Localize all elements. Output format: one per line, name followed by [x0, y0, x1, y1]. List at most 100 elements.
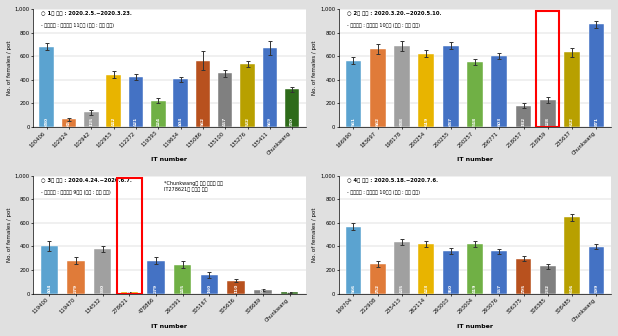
Bar: [67, 261, 85, 294]
Text: 110: 110: [234, 284, 238, 293]
Bar: [370, 49, 386, 127]
Text: ○ 1자 시험 : 2020.2.5.~2020.3.23.: ○ 1자 시험 : 2020.2.5.~2020.3.23.: [41, 11, 132, 16]
Bar: [240, 64, 255, 127]
Text: 646: 646: [570, 284, 574, 293]
Text: 680: 680: [44, 117, 49, 126]
Bar: [588, 24, 604, 127]
Text: 182: 182: [522, 117, 525, 126]
Bar: [41, 246, 58, 294]
Text: 279: 279: [154, 284, 158, 293]
Text: 532: 532: [245, 117, 250, 126]
Bar: [196, 61, 210, 127]
Bar: [370, 264, 386, 294]
Text: 320: 320: [290, 117, 294, 126]
Text: 404: 404: [48, 284, 51, 293]
Text: - 대상작물 : 유전자원 10물목 (대조 : 춤광 배추): - 대상작물 : 유전자원 10물목 (대조 : 춤광 배추): [347, 23, 420, 28]
Y-axis label: No. of females / pot: No. of females / pot: [313, 41, 318, 95]
Text: 160: 160: [208, 284, 211, 293]
Bar: [418, 244, 434, 294]
Bar: [418, 54, 434, 127]
Text: ○ 4자 시험 : 2020.5.18.~2020.7.6.: ○ 4자 시험 : 2020.5.18.~2020.7.6.: [347, 178, 438, 183]
Text: 421: 421: [134, 117, 138, 126]
Text: - 대상작물 : 유전자원 11물목 (대조 : 춤광 배추): - 대상작물 : 유전자원 11물목 (대조 : 춤광 배추): [41, 23, 114, 28]
Text: 442: 442: [112, 117, 116, 126]
Text: 399: 399: [595, 284, 598, 293]
Bar: [588, 247, 604, 294]
Text: 603: 603: [497, 117, 501, 126]
Bar: [281, 292, 298, 294]
Text: 687: 687: [449, 117, 452, 126]
Bar: [173, 79, 188, 127]
Text: 871: 871: [595, 117, 598, 126]
Bar: [345, 61, 362, 127]
Text: 295: 295: [522, 284, 525, 293]
Bar: [540, 266, 556, 294]
Bar: [94, 249, 111, 294]
Text: 12: 12: [287, 287, 292, 293]
Bar: [442, 251, 459, 294]
Bar: [442, 46, 459, 127]
Bar: [62, 119, 76, 127]
Text: *Chunkwang의 증식 점도가 낙아
IT278621은 재검정 필요: *Chunkwang의 증식 점도가 낙아 IT278621은 재검정 필요: [164, 181, 223, 192]
Bar: [515, 259, 531, 294]
Bar: [394, 242, 410, 294]
Y-axis label: No. of females / pot: No. of females / pot: [7, 207, 12, 262]
Text: 566: 566: [352, 284, 355, 293]
Text: 224: 224: [156, 117, 160, 126]
Text: 548: 548: [473, 117, 477, 126]
Bar: [117, 178, 142, 294]
Text: - 대상작물 : 유전자원 10물목 (대조 : 춤광 배추): - 대상작물 : 유전자원 10물목 (대조 : 춤광 배추): [347, 190, 420, 195]
Bar: [129, 77, 143, 127]
Text: 252: 252: [376, 284, 379, 293]
Bar: [564, 217, 580, 294]
Text: 419: 419: [473, 284, 477, 293]
X-axis label: IT number: IT number: [151, 158, 187, 162]
Text: 423: 423: [425, 284, 428, 293]
Text: 404: 404: [179, 117, 182, 126]
Y-axis label: No. of females / pot: No. of females / pot: [7, 41, 12, 95]
Bar: [201, 275, 218, 294]
Bar: [467, 62, 483, 127]
X-axis label: IT number: IT number: [457, 158, 493, 162]
Bar: [540, 100, 556, 127]
Text: 357: 357: [497, 284, 501, 293]
Text: 435: 435: [400, 284, 404, 293]
Text: 12: 12: [127, 287, 132, 293]
Text: 33: 33: [261, 287, 265, 293]
X-axis label: IT number: IT number: [151, 324, 187, 329]
Bar: [84, 112, 99, 127]
Text: 619: 619: [425, 117, 428, 126]
Bar: [106, 75, 121, 127]
Bar: [345, 227, 362, 294]
Text: 360: 360: [449, 284, 452, 293]
Text: 632: 632: [570, 117, 574, 126]
Text: 228: 228: [546, 117, 550, 126]
Bar: [218, 73, 232, 127]
Bar: [467, 244, 483, 294]
Bar: [285, 89, 299, 127]
Bar: [121, 292, 138, 294]
Bar: [536, 11, 559, 127]
Text: ○ 2자 시험 : 2020.3.20.~2020.5.10.: ○ 2자 시험 : 2020.3.20.~2020.5.10.: [347, 11, 441, 16]
Bar: [491, 56, 507, 127]
Text: 125: 125: [90, 117, 93, 126]
Bar: [515, 106, 531, 127]
Text: 279: 279: [74, 284, 78, 293]
Text: 65: 65: [67, 120, 71, 126]
Text: 245: 245: [181, 284, 185, 293]
Text: 688: 688: [400, 117, 404, 126]
Y-axis label: No. of females / pot: No. of females / pot: [313, 207, 318, 262]
Bar: [263, 48, 277, 127]
Bar: [151, 100, 166, 127]
Bar: [40, 47, 54, 127]
Bar: [227, 281, 245, 294]
Text: 561: 561: [352, 117, 355, 126]
Text: ○ 3자 시험 : 2020.4.24.~2020.6.7.: ○ 3자 시험 : 2020.4.24.~2020.6.7.: [41, 178, 132, 183]
Text: 669: 669: [268, 117, 272, 126]
Text: - 대상작물 : 유전자원 9물목 (대조 : 춤광 배추): - 대상작물 : 유전자원 9물목 (대조 : 춤광 배추): [41, 190, 111, 195]
Bar: [491, 251, 507, 294]
Text: 457: 457: [223, 117, 227, 126]
Bar: [254, 290, 271, 294]
Text: 662: 662: [376, 117, 379, 126]
Text: 562: 562: [201, 117, 205, 126]
